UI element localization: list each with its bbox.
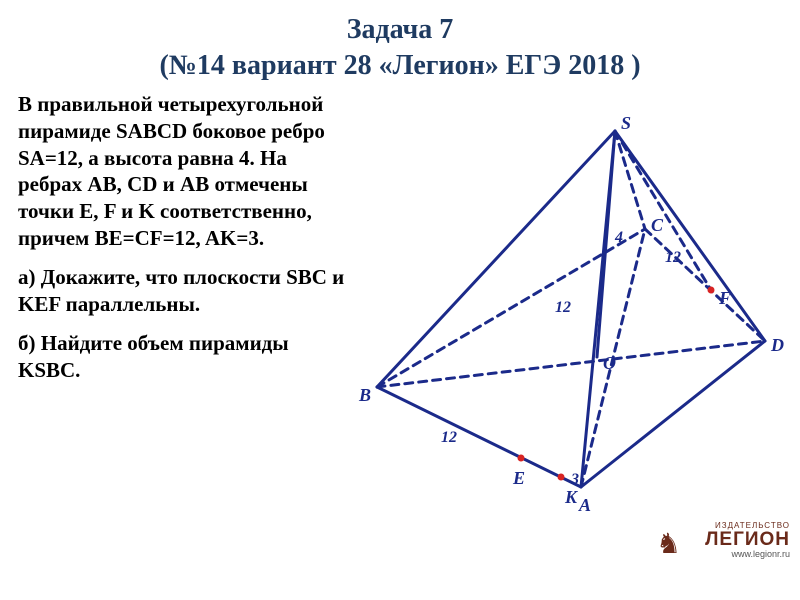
edge-label-0: 12 <box>555 299 571 317</box>
edge-label-2: 12 <box>665 249 681 267</box>
edge-S-B <box>377 131 615 387</box>
vertex-label-C: C <box>651 215 663 236</box>
edge-S-F <box>615 131 711 290</box>
edge-B-D <box>377 341 765 387</box>
content-area: В правильной четырехугольной пирамиде SA… <box>0 91 800 571</box>
edge-label-3: 12 <box>441 429 457 447</box>
edge-label-1: 4 <box>615 229 623 247</box>
vertex-label-K: K <box>565 487 577 508</box>
publisher-logo: ♞ ИЗДАТЕЛЬСТВО ЛЕГИОН www.legionr.ru <box>660 521 790 567</box>
vertex-label-S: S <box>621 113 631 134</box>
edge-A-B <box>377 387 581 487</box>
problem-p1: В правильной четырехугольной пирамиде SA… <box>18 91 353 252</box>
vertex-label-E: E <box>513 468 525 489</box>
problem-p2: а) Докажите, что плоскости SBC и KEF пар… <box>18 264 353 318</box>
pyramid-diagram: SABCDOEKF12412123 <box>345 109 785 509</box>
vertex-label-D: D <box>771 335 784 356</box>
title-block: Задача 7 (№14 вариант 28 «Легион» ЕГЭ 20… <box>0 0 800 91</box>
marked-point-F <box>708 286 715 293</box>
title-line-1: Задача 7 <box>0 12 800 48</box>
vertex-label-B: B <box>359 385 371 406</box>
title-line-2: (№14 вариант 28 «Легион» ЕГЭ 2018 ) <box>0 48 800 84</box>
edge-S-C <box>615 131 645 229</box>
edge-S-O <box>597 131 615 357</box>
logo-icon: ♞ <box>656 527 681 560</box>
edge-C-D <box>645 229 765 341</box>
problem-p3: б) Найдите объем пирамиды KSBC. <box>18 330 353 384</box>
vertex-label-F: F <box>719 288 731 309</box>
vertex-label-O: O <box>603 353 616 374</box>
edge-label-4: 3 <box>571 471 579 489</box>
edge-S-D <box>615 131 765 341</box>
marked-point-E <box>518 454 525 461</box>
problem-text: В правильной четырехугольной пирамиде SA… <box>18 91 353 396</box>
vertex-label-A: A <box>579 495 591 516</box>
marked-point-K <box>558 473 565 480</box>
